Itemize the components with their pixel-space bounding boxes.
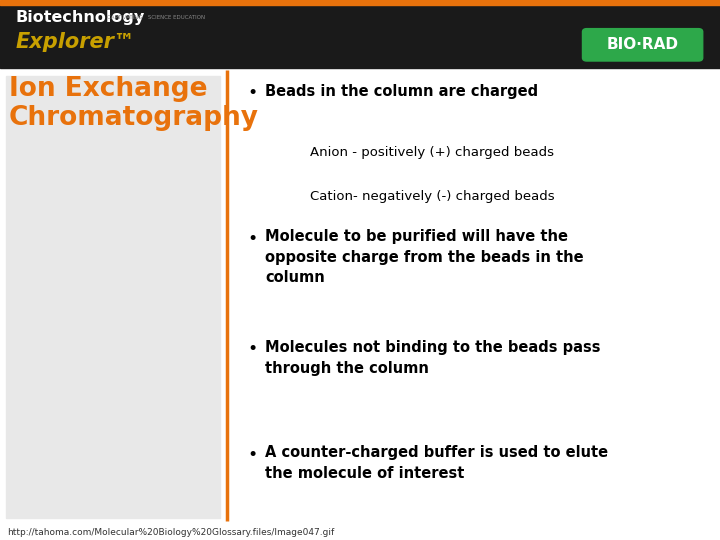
Bar xyxy=(0,5,720,68)
Text: http://tahoma.com/Molecular%20Biology%20Glossary.files/Image047.gif: http://tahoma.com/Molecular%20Biology%20… xyxy=(7,528,335,537)
Text: Explorer™: Explorer™ xyxy=(16,32,135,52)
Text: Beads in the column are charged: Beads in the column are charged xyxy=(265,84,538,99)
Text: A counter-charged buffer is used to elute
the molecule of interest: A counter-charged buffer is used to elut… xyxy=(265,446,608,481)
Text: Biotechnology: Biotechnology xyxy=(16,10,145,25)
Text: Cation- negatively (-) charged beads: Cation- negatively (-) charged beads xyxy=(310,190,554,203)
Text: •: • xyxy=(247,230,257,247)
Text: Molecule to be purified will have the
opposite charge from the beads in the
colu: Molecule to be purified will have the op… xyxy=(265,230,584,285)
Bar xyxy=(6,76,220,518)
Text: Anion - positively (+) charged beads: Anion - positively (+) charged beads xyxy=(310,146,554,159)
Text: Molecules not binding to the beads pass
through the column: Molecules not binding to the beads pass … xyxy=(265,340,600,376)
Text: CAPTIVATING   SCIENCE EDUCATION: CAPTIVATING SCIENCE EDUCATION xyxy=(107,15,204,20)
FancyBboxPatch shape xyxy=(582,29,703,61)
Text: •: • xyxy=(247,446,257,463)
Text: BIO·RAD: BIO·RAD xyxy=(606,37,679,52)
Bar xyxy=(0,0,720,5)
Text: •: • xyxy=(247,340,257,358)
Text: •: • xyxy=(247,84,257,102)
Text: Ion Exchange
Chromatography: Ion Exchange Chromatography xyxy=(9,76,258,131)
Bar xyxy=(0,68,720,540)
